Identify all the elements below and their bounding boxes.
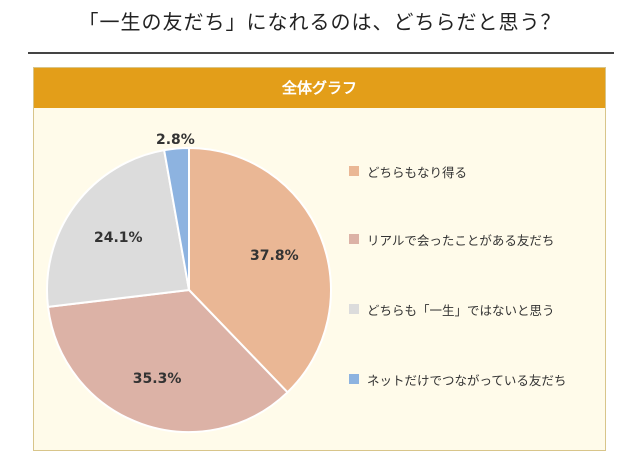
slice-neither xyxy=(46,149,191,309)
legend-swatch xyxy=(349,374,359,384)
chart-panel: 全体グラフ 37.8% 35.3% 24.1% 2.8% どちらもなり得る リア… xyxy=(33,67,606,451)
legend-label: リアルで会ったことがある友だち xyxy=(367,232,555,248)
page-title: 「一生の友だち」になれるのは、どちらだと思う？ xyxy=(78,10,562,34)
slice-both xyxy=(188,146,332,394)
legend-item-real-friend: リアルで会ったことがある友だち xyxy=(349,229,554,249)
slice-online-friend xyxy=(162,146,190,291)
legend-label: どちらも「一生」ではないと思う xyxy=(367,302,555,318)
legend-item-both: どちらもなり得る xyxy=(349,161,467,181)
legend-label: ネットだけでつながっている友だち xyxy=(367,372,567,388)
slice-label-real-friend: 35.3% xyxy=(132,371,182,388)
legend-swatch xyxy=(349,234,359,244)
chart-title: 全体グラフ xyxy=(34,68,605,108)
legend-label: どちらもなり得る xyxy=(367,164,468,180)
legend-item-online-friend: ネットだけでつながっている友だち xyxy=(349,369,566,389)
legend-swatch xyxy=(349,166,359,176)
title-divider xyxy=(28,52,614,54)
slice-label-neither: 24.1% xyxy=(94,229,143,246)
legend-item-neither: どちらも「一生」ではないと思う xyxy=(349,299,555,319)
slice-label-both: 37.8% xyxy=(250,247,299,264)
slice-real-friend xyxy=(46,288,289,433)
legend-swatch xyxy=(349,304,359,314)
slice-label-online-friend: 2.8% xyxy=(155,131,195,148)
pie-chart xyxy=(46,146,332,433)
